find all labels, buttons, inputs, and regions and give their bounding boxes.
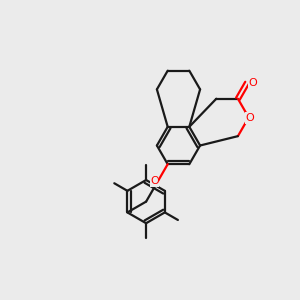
Text: O: O [150, 176, 159, 186]
Text: O: O [248, 78, 257, 88]
Text: O: O [246, 113, 255, 123]
